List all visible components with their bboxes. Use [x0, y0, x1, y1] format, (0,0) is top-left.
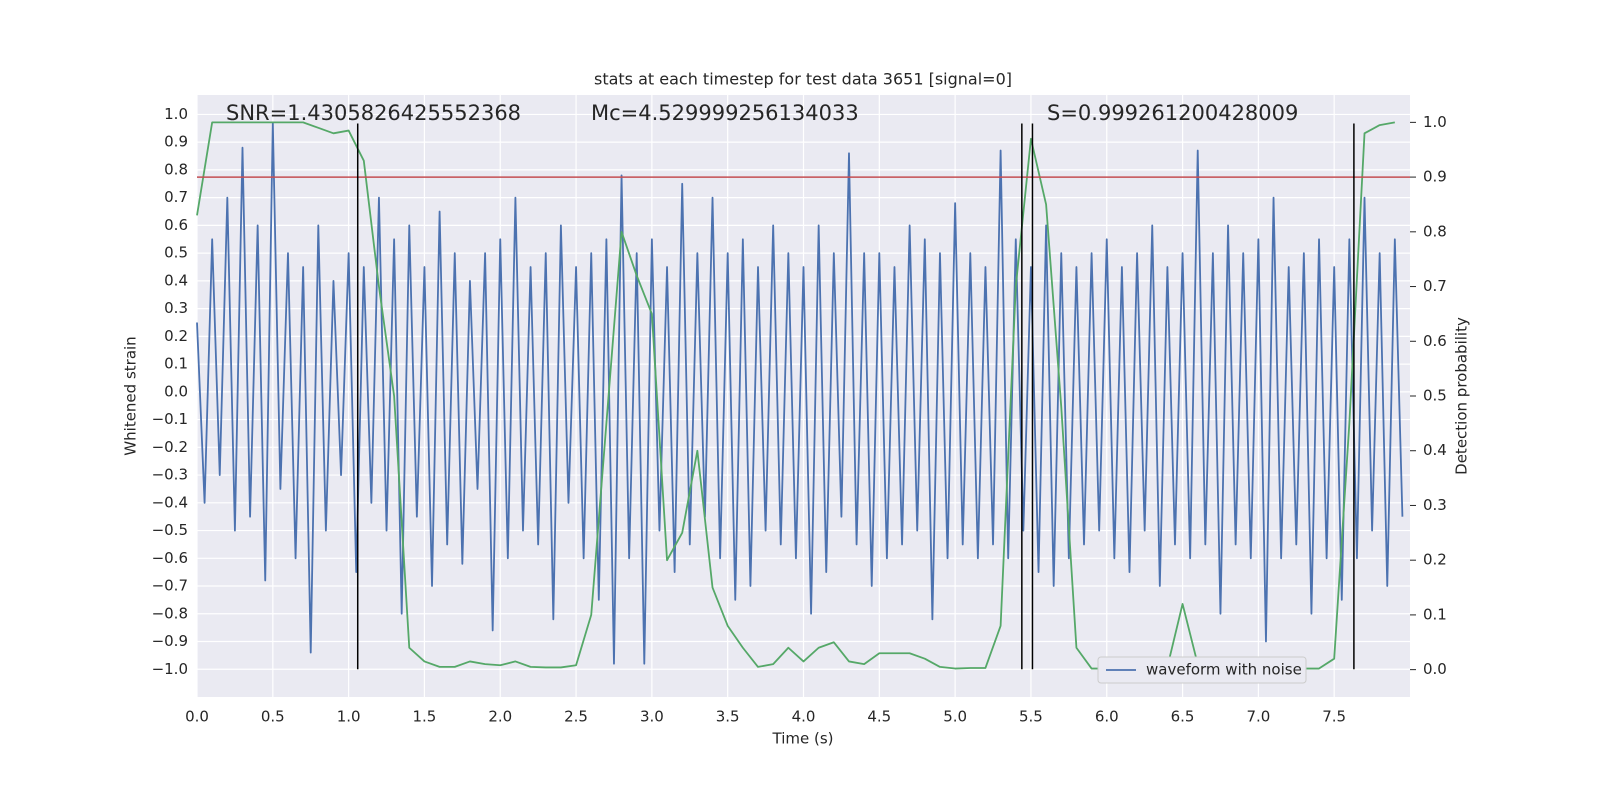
y-tick-label: 1.0	[164, 105, 188, 123]
x-tick-label: 4.0	[792, 708, 816, 726]
y2-tick-label: 1.0	[1423, 113, 1447, 131]
y2-tick-label: 0.1	[1423, 605, 1447, 623]
legend: waveform with noise	[1097, 656, 1307, 684]
y-tick-label: −0.8	[152, 604, 188, 622]
series-line	[196, 121, 1395, 670]
y-tick-label: −0.6	[152, 549, 188, 567]
y2-tick-label: 0.0	[1423, 660, 1447, 678]
x-tick-label: 3.0	[640, 708, 664, 726]
chart-title: stats at each timestep for test data 365…	[594, 70, 1012, 89]
y2-tick-label: 0.9	[1423, 168, 1447, 186]
x-tick-label: 5.0	[943, 708, 967, 726]
y-tick-label: −0.4	[152, 493, 188, 511]
y2-tick-label: 0.2	[1423, 551, 1447, 569]
x-tick-label: 2.5	[564, 708, 588, 726]
x-tick-label: 0.0	[185, 708, 209, 726]
y-tick-label: 0.8	[164, 160, 188, 178]
y-tick-label: 0.0	[164, 382, 188, 400]
y-tick-label: 0.2	[164, 327, 188, 345]
y2-tick-label: 0.3	[1423, 496, 1447, 514]
x-tick-label: 1.0	[337, 708, 361, 726]
y-tick-label: 0.3	[164, 299, 188, 317]
legend-box	[1097, 656, 1307, 684]
y-tick-label: −1.0	[152, 660, 188, 678]
y2-tick-label: 0.6	[1423, 332, 1447, 350]
x-tick-label: 4.5	[867, 708, 891, 726]
legend-label: waveform with noise	[1146, 661, 1302, 679]
x-tick-label: 5.5	[1019, 708, 1043, 726]
y2-tick-label: 0.4	[1423, 441, 1447, 459]
x-tick-label: 0.5	[261, 708, 285, 726]
series-line	[196, 121, 1404, 665]
annotation: Mc=4.529999256134033	[591, 101, 859, 125]
y2-tick-label: 0.8	[1423, 222, 1447, 240]
y-tick-label: −0.1	[152, 410, 188, 428]
y-tick-label: 0.9	[164, 133, 188, 151]
annotation: SNR=1.4305826425552368	[226, 101, 521, 125]
y-tick-label: 0.4	[164, 271, 188, 289]
y2-tick-label: 0.7	[1423, 277, 1447, 295]
x-tick-label: 7.5	[1322, 708, 1346, 726]
y2-axis-label: Detection probability	[1453, 317, 1471, 475]
x-tick-label: 3.5	[716, 708, 740, 726]
y-tick-label: 0.5	[164, 244, 188, 262]
annotation: S=0.999261200428009	[1047, 101, 1298, 125]
y-tick-label: −0.3	[152, 466, 188, 484]
y-tick-label: −0.7	[152, 577, 188, 595]
y-tick-label: 0.6	[164, 216, 188, 234]
y2-tick-label: 0.5	[1423, 387, 1447, 405]
y-tick-label: −0.5	[152, 521, 188, 539]
y-tick-label: −0.2	[152, 438, 188, 456]
y-tick-label: −0.9	[152, 632, 188, 650]
y-tick-label: 0.1	[164, 355, 188, 373]
y-tick-label: 0.7	[164, 188, 188, 206]
x-tick-label: 6.0	[1095, 708, 1119, 726]
x-tick-label: 7.0	[1246, 708, 1270, 726]
x-tick-label: 2.0	[488, 708, 512, 726]
x-tick-label: 6.5	[1171, 708, 1195, 726]
y-axis-label: Whitened strain	[122, 336, 140, 455]
x-axis-label: Time (s)	[772, 730, 834, 748]
x-tick-label: 1.5	[413, 708, 437, 726]
